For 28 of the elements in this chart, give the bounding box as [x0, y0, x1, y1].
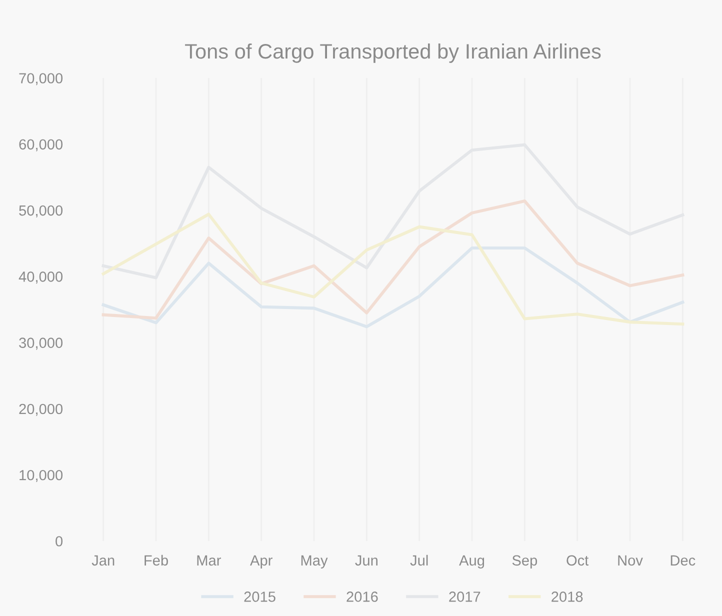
x-tick-label: Feb [144, 554, 168, 566]
chart-title: Tons of Cargo Transported by Iranian Airlines [185, 43, 601, 63]
x-tick-label: Jan [92, 555, 114, 566]
x-tick-label: Oct [566, 555, 589, 566]
legend-label: 2016 [346, 592, 378, 602]
y-tick-label: 60,000 [19, 139, 63, 152]
y-tick-label: 70,000 [19, 73, 63, 86]
line-series [102, 199, 684, 320]
x-tick-label: Dec [670, 555, 696, 566]
legend-label: 2018 [552, 592, 583, 602]
y-tick-label: 30,000 [19, 338, 63, 350]
x-tick-label: Jul [410, 554, 428, 566]
x-tick-label: Sep [512, 555, 538, 568]
x-tick-label: Aug [459, 555, 484, 568]
legend-label: 2015 [244, 592, 276, 602]
y-tick-label: 0 [56, 536, 63, 546]
y-tick-label: 10,000 [20, 470, 63, 482]
line-series [102, 246, 684, 328]
x-tick-label: Apr [250, 555, 272, 568]
y-tick-label: 50,000 [19, 205, 63, 218]
y-tick-label: 20,000 [19, 404, 63, 416]
y-tick-label: 40,000 [18, 272, 63, 284]
line-series [102, 212, 684, 326]
x-tick-label: Nov [618, 555, 643, 566]
legend-label: 2017 [449, 592, 480, 602]
x-tick-label: Mar [197, 555, 221, 566]
x-tick-label: Jun [355, 555, 378, 566]
x-tick-label: May [301, 555, 328, 568]
